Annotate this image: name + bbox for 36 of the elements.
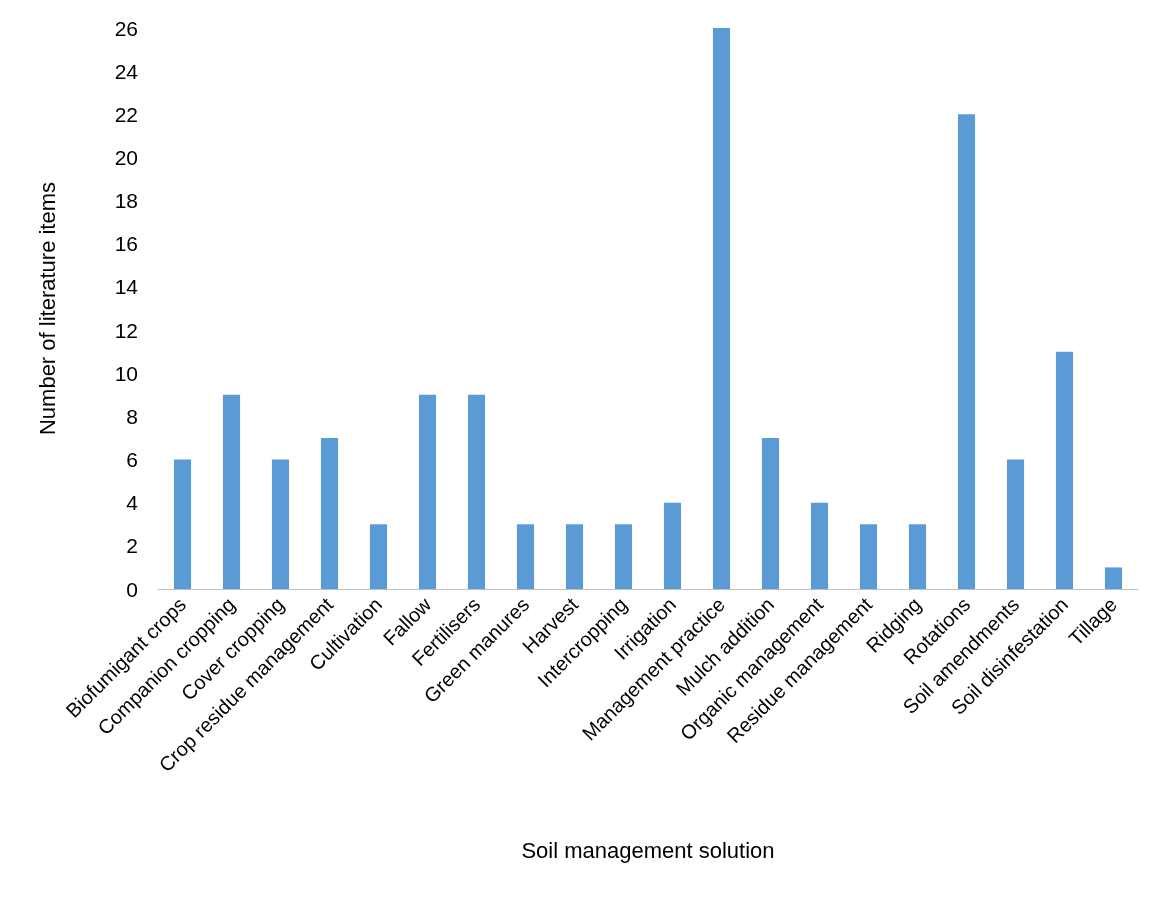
y-tick-label: 20 [114,145,138,169]
bar [810,502,829,589]
y-tick-label: 14 [114,275,139,299]
bar [516,524,535,589]
bar [761,437,780,589]
y-tick-label: 18 [114,189,138,213]
y-tick-label: 2 [126,534,138,558]
bar [222,394,241,589]
bar [1055,351,1074,589]
y-tick-label: 0 [126,577,138,601]
bar [565,524,584,589]
bar [859,524,878,589]
x-axis-title: Soil management solution [521,837,775,863]
y-tick-label: 24 [114,59,139,83]
y-tick-label: 8 [126,404,138,428]
bar [712,28,731,589]
bar [418,394,437,589]
y-tick-label: 22 [114,102,138,126]
y-tick-label: 4 [126,491,139,515]
y-tick-label: 16 [114,232,138,256]
bar [369,524,388,589]
bar [467,394,486,589]
y-axis-title: Number of literature items [34,181,60,436]
bar [320,437,339,589]
bar [1006,459,1025,589]
bar [663,502,682,589]
y-tick-label: 26 [114,16,138,40]
y-tick-label: 6 [126,448,138,472]
bar [908,524,927,589]
y-tick-label: 10 [114,361,138,385]
bar [957,114,976,589]
bar [1104,567,1123,589]
bar [614,524,633,589]
bar [271,459,290,589]
bar [173,459,192,589]
y-tick-label: 12 [114,318,138,342]
